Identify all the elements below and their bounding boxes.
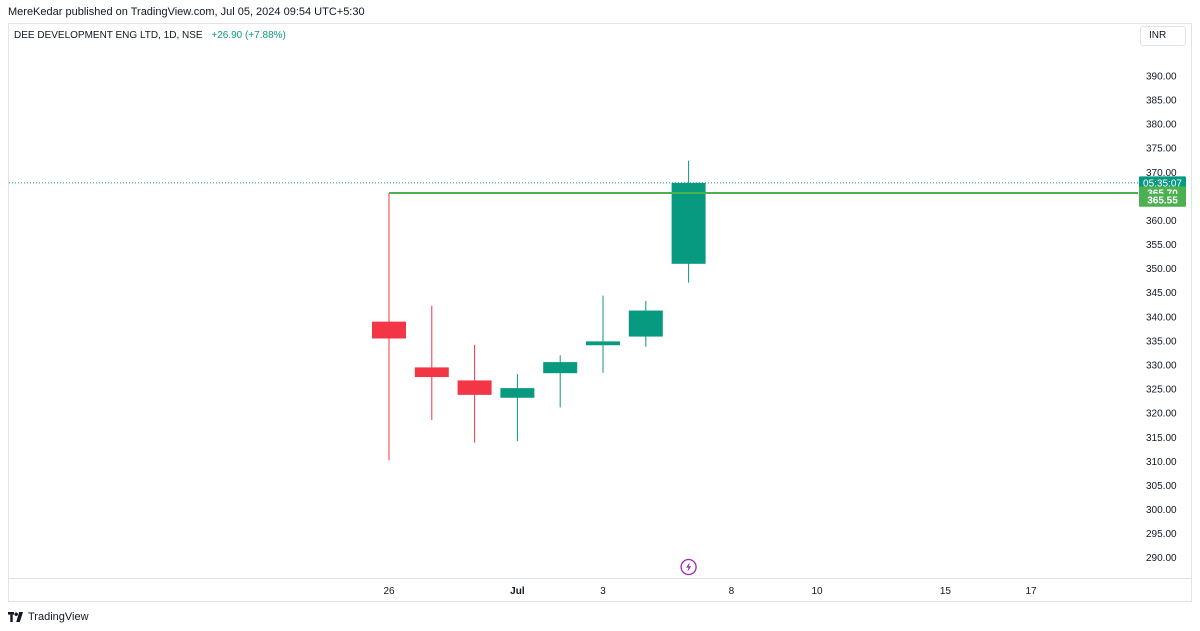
y-tick-label: 295.00 bbox=[1146, 529, 1177, 540]
symbol-legend: DEE DEVELOPMENT ENG LTD, 1D, NSE +26.90 … bbox=[14, 30, 286, 41]
y-tick-label: 390.00 bbox=[1146, 71, 1177, 82]
x-tick-label: 26 bbox=[383, 586, 395, 597]
published-info: MereKedar published on TradingView.com, … bbox=[8, 6, 365, 18]
x-tick-label: 8 bbox=[729, 586, 735, 597]
footer-brand: TradingView bbox=[28, 611, 89, 623]
x-tick-label: 3 bbox=[600, 586, 606, 597]
x-tick-label: 15 bbox=[940, 586, 952, 597]
tradingview-logo-icon bbox=[8, 612, 23, 622]
y-tick-label: 330.00 bbox=[1146, 361, 1177, 372]
y-tick-label: 335.00 bbox=[1146, 336, 1177, 347]
y-tick-label: 310.00 bbox=[1146, 457, 1177, 468]
tradingview-footer: TradingView bbox=[8, 609, 89, 625]
y-tick-label: 315.00 bbox=[1146, 433, 1177, 444]
x-tick-label: Jul bbox=[510, 586, 525, 597]
chart-frame bbox=[8, 23, 1192, 602]
y-tick-label: 385.00 bbox=[1146, 96, 1177, 107]
candle-body bbox=[586, 341, 620, 346]
candle-body bbox=[671, 182, 706, 264]
event-icon-bolt bbox=[686, 562, 692, 572]
candle-body bbox=[372, 321, 406, 339]
symbol-info: DEE DEVELOPMENT ENG LTD, 1D, NSE bbox=[14, 30, 203, 41]
y-tick-label: 320.00 bbox=[1146, 409, 1177, 420]
x-tick-label: 17 bbox=[1025, 586, 1037, 597]
y-tick-label: 360.00 bbox=[1146, 216, 1177, 227]
y-tick-label: 340.00 bbox=[1146, 312, 1177, 323]
price-change: +26.90 (+7.88%) bbox=[211, 30, 286, 41]
candle-body bbox=[628, 310, 663, 337]
y-tick-label: 350.00 bbox=[1146, 264, 1177, 275]
price-label-bg bbox=[1139, 193, 1186, 207]
candle-body bbox=[543, 362, 578, 374]
price-label: 05:35:07 bbox=[1143, 178, 1182, 189]
x-tick-label: 10 bbox=[811, 586, 823, 597]
y-tick-label: 355.00 bbox=[1146, 240, 1177, 251]
candle-body bbox=[414, 367, 449, 378]
lightning-event-icon bbox=[680, 558, 697, 576]
price-label-bg bbox=[1139, 176, 1186, 190]
y-tick-label: 370.00 bbox=[1146, 168, 1177, 179]
candle-body bbox=[457, 380, 492, 395]
y-tick-label: 305.00 bbox=[1146, 481, 1177, 492]
y-tick-label: 290.00 bbox=[1146, 553, 1177, 564]
y-tick-label: 325.00 bbox=[1146, 385, 1177, 396]
y-tick-label: 375.00 bbox=[1146, 144, 1177, 155]
y-tick-label: 380.00 bbox=[1146, 120, 1177, 131]
y-tick-label: 345.00 bbox=[1146, 288, 1177, 299]
y-tick-label: 300.00 bbox=[1146, 505, 1177, 516]
price-label: 365.55 bbox=[1147, 196, 1178, 207]
currency-button[interactable]: INR bbox=[1140, 26, 1186, 46]
candle-body bbox=[500, 388, 535, 398]
